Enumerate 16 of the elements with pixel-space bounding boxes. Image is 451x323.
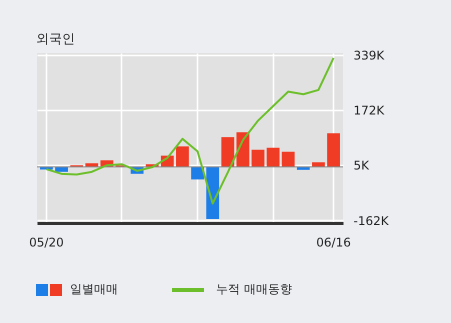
legend-label: 누적 매매동향: [216, 281, 292, 298]
y-tick-label: -162K: [354, 214, 390, 228]
bar: [176, 146, 189, 167]
bar: [252, 150, 264, 167]
y-tick-label: 339K: [354, 48, 386, 62]
bar: [266, 148, 280, 167]
x-tick-label: 05/20: [29, 236, 64, 250]
chart-title: 외국인: [36, 31, 75, 48]
line-series: [45, 56, 335, 205]
bar: [221, 137, 234, 167]
bar: [327, 133, 340, 167]
bar: [282, 152, 295, 167]
y-tick-label: 172K: [354, 104, 386, 118]
y-tick-label: 5K: [354, 158, 370, 173]
legend-label: 일별매매: [70, 281, 118, 298]
x-tick-label: 06/16: [316, 236, 351, 250]
